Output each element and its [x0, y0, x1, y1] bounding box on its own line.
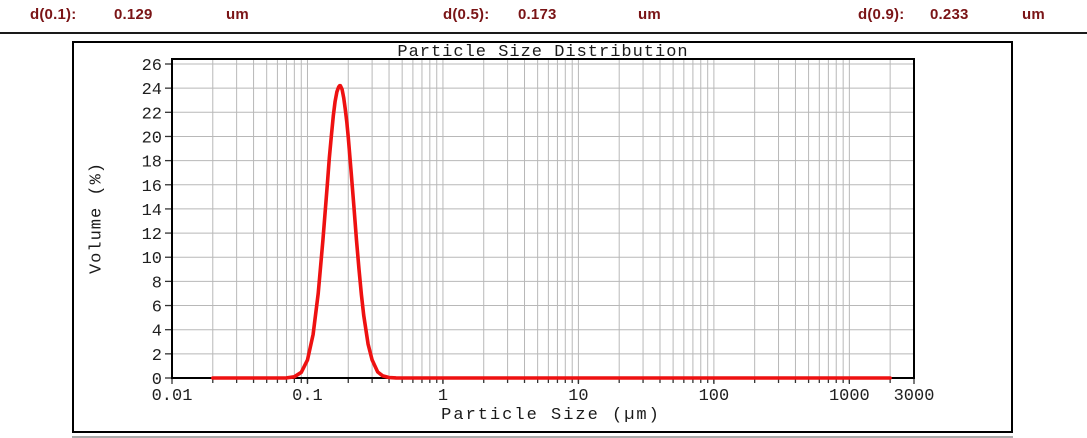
y-tick-label: 6: [152, 299, 162, 318]
y-tick-label: 18: [142, 154, 162, 173]
d90-label: d(0.9):: [858, 6, 905, 23]
x-tick-labels: 0.01 0.1 1 10 100 1000 3000: [152, 387, 935, 406]
d50-label: d(0.5):: [443, 6, 490, 23]
next-section-partial-edge: [72, 436, 1013, 438]
d10-label: d(0.1):: [30, 6, 77, 23]
header-divider: [0, 32, 1087, 34]
y-tick-label: 16: [142, 178, 162, 197]
y-tick-label: 8: [152, 274, 162, 293]
x-tick-label: 1000: [829, 387, 870, 406]
x-tick-label: 0.1: [292, 387, 323, 406]
y-tick-label: 12: [142, 226, 162, 245]
y-tick-label: 0: [152, 371, 162, 390]
d50-value: 0.173: [518, 6, 557, 23]
y-tick-label: 26: [142, 57, 162, 76]
d90-value: 0.233: [930, 6, 969, 23]
x-tick-label: 1: [438, 387, 448, 406]
chart-frame: [72, 41, 1013, 433]
d10-value: 0.129: [114, 6, 153, 23]
y-tick-label: 14: [142, 202, 162, 221]
chart-title: Particle Size Distribution: [397, 43, 689, 62]
y-tick-label: 22: [142, 105, 162, 124]
y-tick-label: 2: [152, 347, 162, 366]
x-tick-label: 3000: [894, 387, 935, 406]
d50-unit: um: [638, 6, 661, 23]
x-tick-label: 10: [568, 387, 588, 406]
y-tick-label: 10: [142, 250, 162, 269]
x-tick-label: 0.01: [152, 387, 193, 406]
x-tick-label: 100: [699, 387, 730, 406]
y-axis-label: Volume (%): [87, 161, 107, 275]
y-tick-label: 24: [142, 81, 162, 100]
y-tick-label: 20: [142, 129, 162, 148]
d10-unit: um: [226, 6, 249, 23]
x-axis-label: Particle Size (µm): [441, 406, 661, 425]
d90-unit: um: [1022, 6, 1045, 23]
y-tick-label: 4: [152, 323, 162, 342]
volume-distribution-curve: [211, 83, 892, 380]
grid-lines: [172, 59, 914, 378]
